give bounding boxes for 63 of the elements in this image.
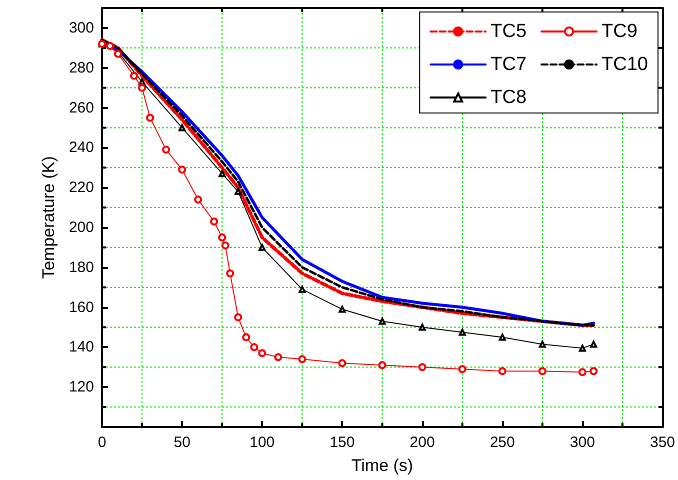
point — [378, 361, 386, 370]
y-tick-label: 260 — [68, 99, 94, 116]
legend-label: TC8 — [490, 87, 527, 108]
point — [194, 196, 202, 204]
point — [258, 349, 266, 358]
x-tick-label: 300 — [570, 434, 595, 451]
y-tick-label: 200 — [68, 218, 94, 236]
x-tick-label: 50 — [174, 434, 190, 451]
point — [418, 363, 426, 372]
point — [250, 343, 258, 352]
point — [298, 355, 306, 364]
point — [146, 114, 154, 122]
point — [210, 217, 218, 226]
legend-label: TC5 — [490, 21, 527, 42]
point — [378, 318, 386, 325]
y-axis-title: Temperature (K) — [39, 156, 58, 279]
point — [498, 334, 506, 341]
x-axis-title: Time (s) — [351, 456, 414, 475]
x-tick-label: 250 — [490, 434, 515, 451]
point — [234, 313, 242, 322]
y-tick-label: 300 — [68, 19, 94, 36]
legend-label: TC7 — [490, 54, 527, 75]
point — [590, 367, 598, 376]
y-tick-label: 220 — [68, 179, 94, 196]
point — [578, 368, 586, 376]
point — [221, 241, 230, 250]
point — [578, 344, 586, 352]
y-tick-label: 180 — [68, 258, 94, 276]
point — [258, 244, 266, 251]
point — [162, 146, 170, 154]
legend-label: TC9 — [602, 21, 638, 42]
point — [274, 353, 282, 362]
point — [458, 328, 466, 336]
y-tick-label: 160 — [68, 298, 94, 316]
point — [338, 306, 346, 313]
y-tick-label: 240 — [68, 139, 94, 156]
point — [178, 166, 186, 174]
point — [226, 269, 234, 278]
point — [498, 367, 506, 376]
legend-label: TC10 — [602, 54, 648, 75]
point — [106, 42, 114, 50]
point — [242, 333, 250, 342]
point — [298, 286, 306, 293]
y-tick-label: 140 — [68, 338, 94, 356]
y-tick-label: 280 — [68, 59, 94, 76]
point — [538, 367, 546, 376]
point — [114, 50, 122, 58]
point — [590, 340, 598, 348]
x-tick-label: 0 — [98, 434, 106, 451]
point — [218, 233, 226, 242]
point — [138, 78, 146, 86]
y-tick-label: 120 — [68, 378, 94, 396]
point — [138, 84, 146, 92]
x-tick-label: 150 — [330, 434, 355, 451]
point — [538, 340, 546, 348]
point — [418, 324, 426, 331]
point — [130, 72, 138, 80]
x-tick-label: 200 — [410, 434, 435, 451]
point — [338, 359, 346, 368]
x-tick-label: 350 — [650, 434, 675, 451]
point — [178, 124, 186, 132]
x-tick-label: 100 — [250, 434, 275, 451]
point — [458, 365, 466, 374]
